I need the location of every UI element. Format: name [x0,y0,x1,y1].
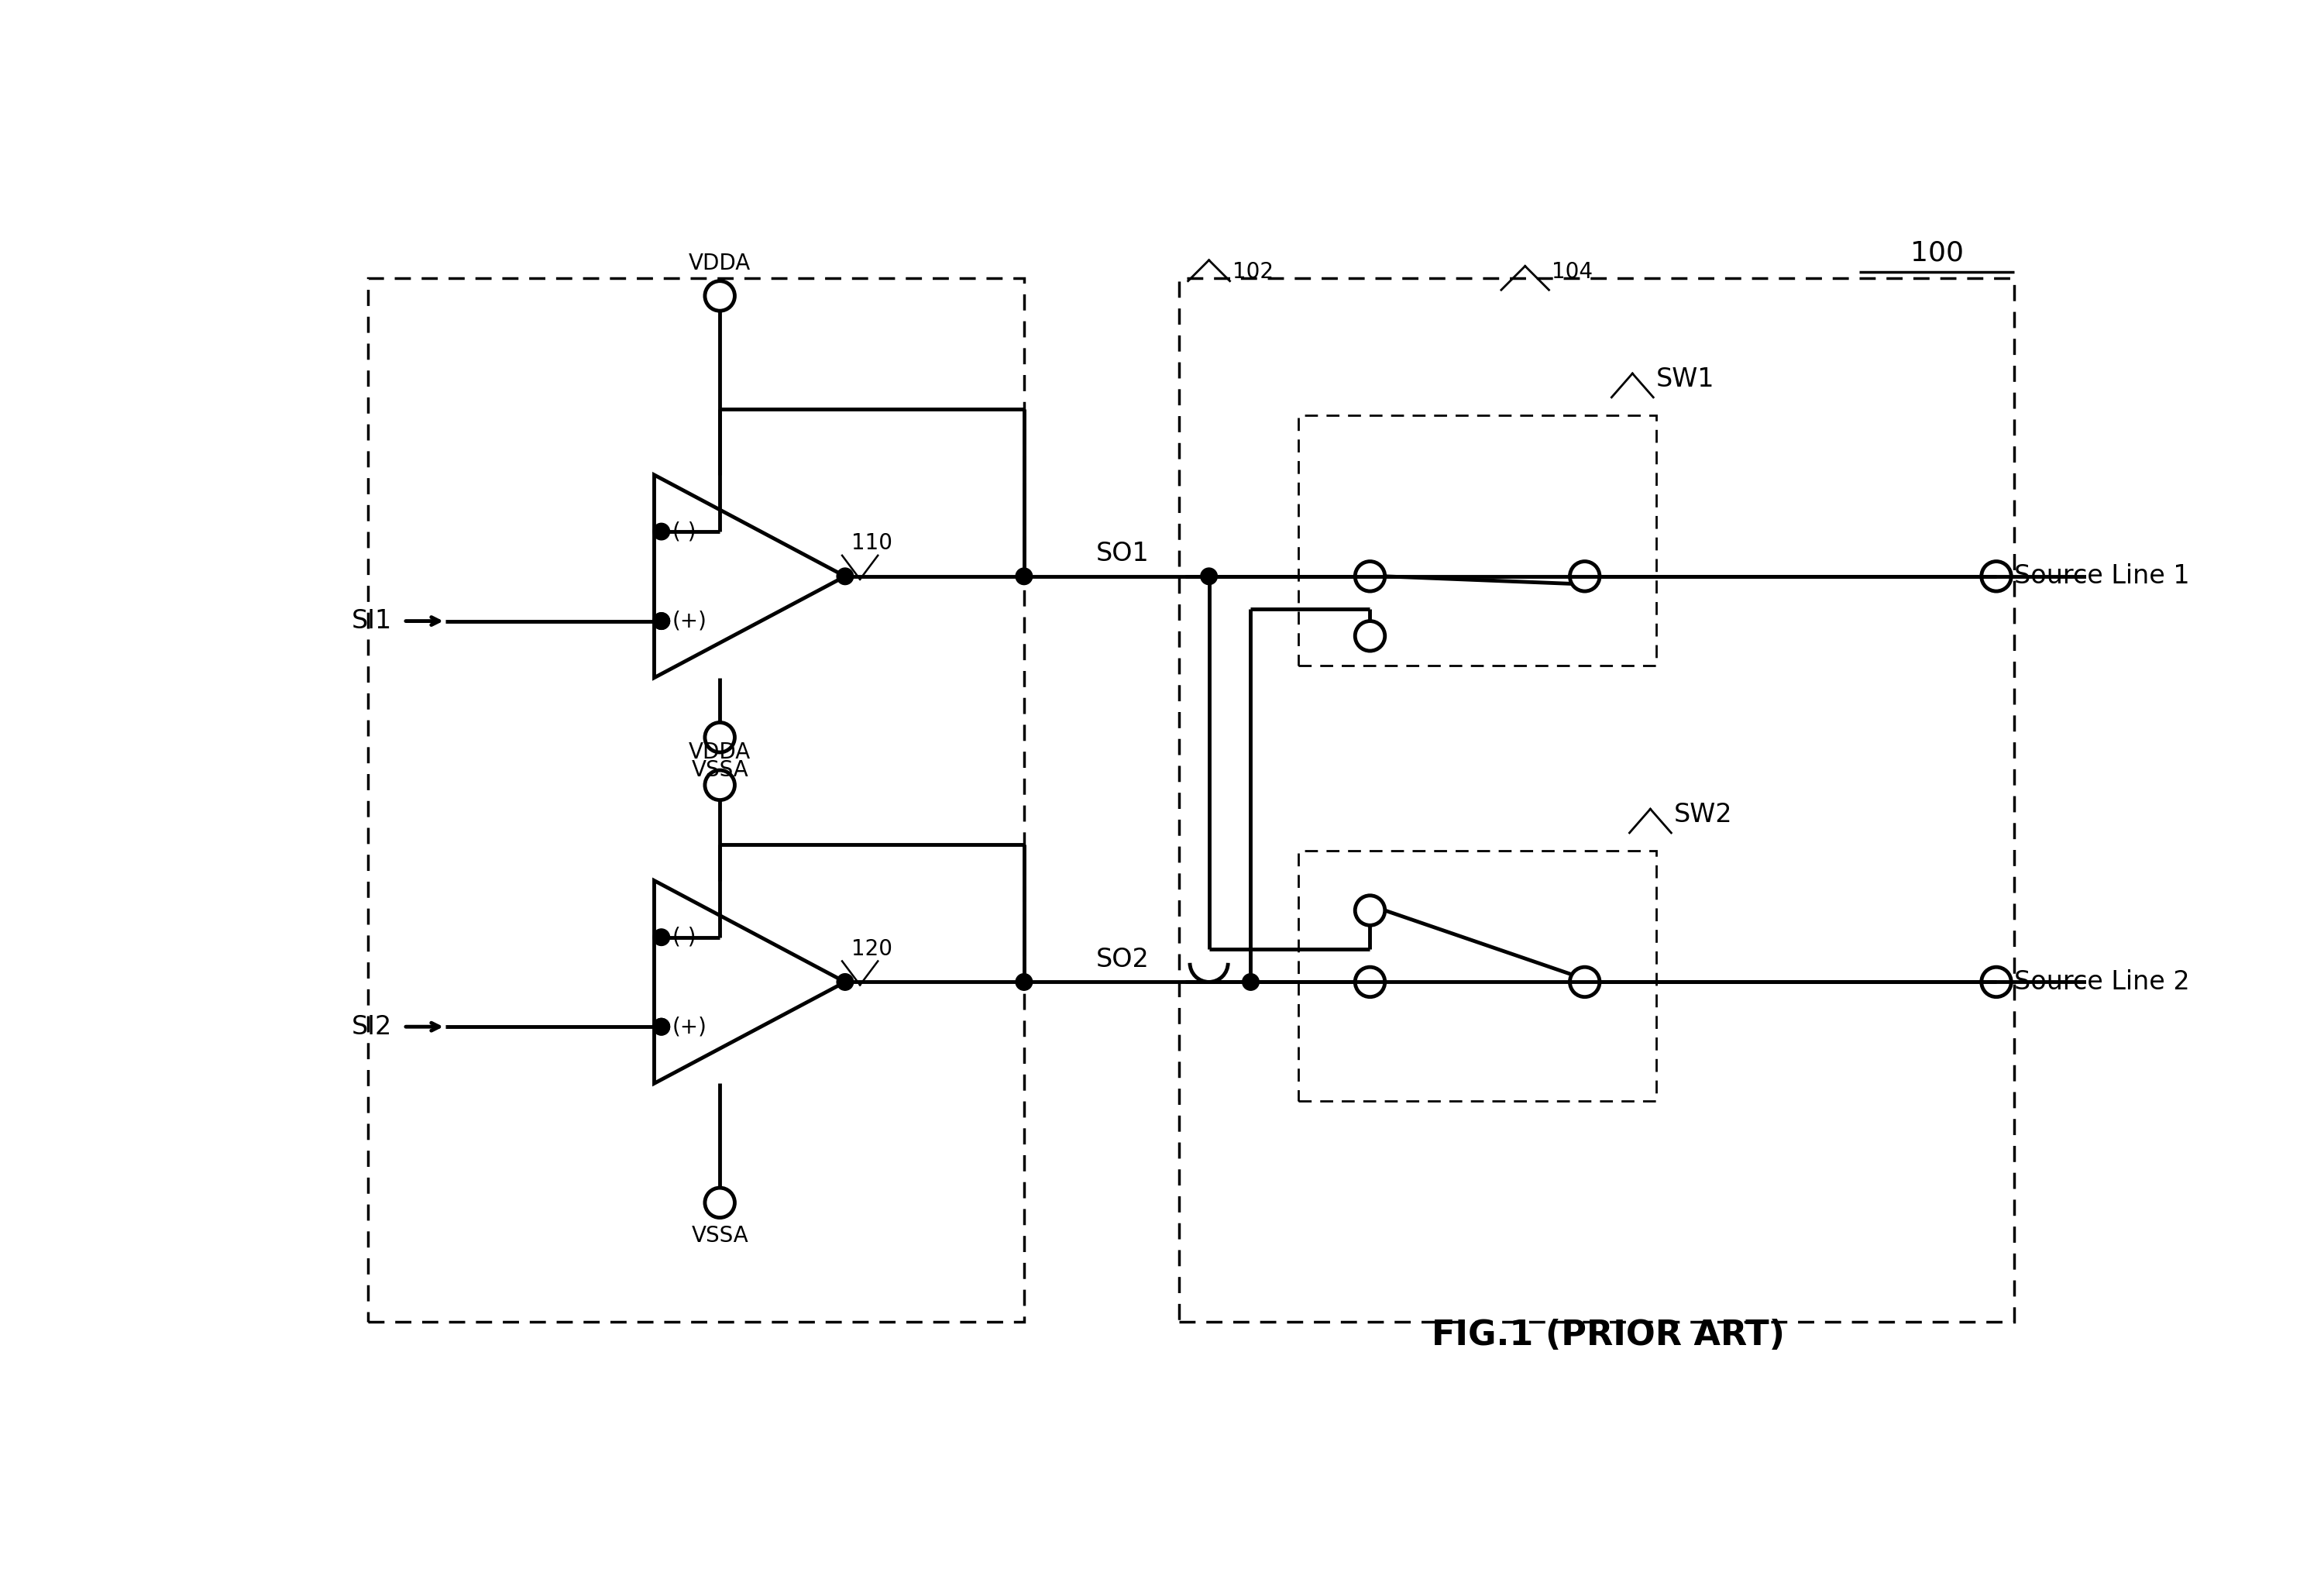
Text: VDDA: VDDA [688,252,751,274]
Text: VDDA: VDDA [688,742,751,763]
Text: 120: 120 [851,939,892,960]
Circle shape [653,1018,669,1036]
Bar [1178,278,2015,1323]
Bar [1299,850,1657,1101]
Text: Source Line 2: Source Line 2 [2015,969,2189,994]
Text: SO2: SO2 [1095,947,1148,972]
Text: 100: 100 [1910,239,1964,266]
Circle shape [837,568,853,585]
Text: SI1: SI1 [351,609,393,634]
Bar [367,278,1025,1323]
Circle shape [653,612,669,630]
Circle shape [1016,974,1032,990]
Text: FIG.1 (PRIOR ART): FIG.1 (PRIOR ART) [1432,1318,1785,1351]
Circle shape [653,1018,669,1036]
Bar [1299,416,1657,666]
Circle shape [1202,568,1218,585]
Text: SI2: SI2 [351,1013,393,1039]
Text: (+): (+) [672,611,706,631]
Text: VSSA: VSSA [690,1224,748,1247]
Text: VSSA: VSSA [690,760,748,780]
Text: 102: 102 [1232,262,1274,282]
Circle shape [1243,974,1260,990]
Circle shape [653,523,669,539]
Circle shape [653,929,669,945]
Text: Source Line 1: Source Line 1 [2015,563,2189,588]
Circle shape [837,974,853,990]
Text: SO1: SO1 [1095,541,1148,566]
Text: 104: 104 [1552,262,1592,282]
Text: (-): (-) [672,520,697,542]
Text: 110: 110 [851,533,892,555]
Text: SW1: SW1 [1657,366,1715,392]
Circle shape [653,612,669,630]
Circle shape [1016,568,1032,585]
Text: (+): (+) [672,1017,706,1037]
Text: (-): (-) [672,926,697,948]
Text: SW2: SW2 [1673,803,1734,828]
